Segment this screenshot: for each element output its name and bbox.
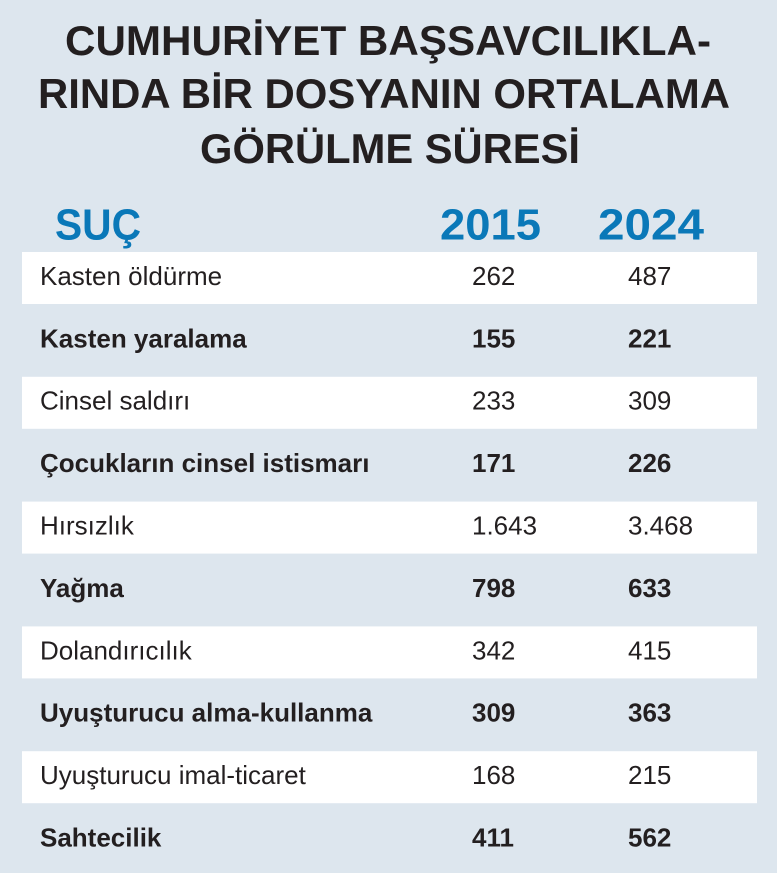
row-value: 415 xyxy=(628,635,671,665)
row-label: Yağma xyxy=(40,573,124,603)
row-label: Cinsel saldırı xyxy=(40,386,190,416)
row-value: 342 xyxy=(472,635,515,665)
row-value: 233 xyxy=(472,386,515,416)
row-value: 363 xyxy=(628,698,671,728)
row-band xyxy=(22,751,757,804)
row-label: Çocukların cinsel istismarı xyxy=(40,448,369,478)
column-header: SUÇ xyxy=(55,201,141,250)
row-label: Dolandırıcılık xyxy=(40,635,193,665)
row-value: 309 xyxy=(628,386,671,416)
row-label: Kasten öldürme xyxy=(40,261,222,291)
column-header: 2024 xyxy=(598,201,705,250)
row-value: 168 xyxy=(472,760,515,790)
row-value: 487 xyxy=(628,261,671,291)
row-band xyxy=(22,376,757,429)
row-label: Hırsızlık xyxy=(40,510,135,540)
row-band xyxy=(22,252,757,304)
row-label: Uyuşturucu alma-kullanma xyxy=(40,698,373,728)
row-value: 562 xyxy=(628,822,671,852)
title-line: CUMHURİYET BAŞSAVCILIKLA- xyxy=(65,17,711,64)
title-line: GÖRÜLME SÜRESİ xyxy=(200,125,580,172)
row-band xyxy=(22,626,757,679)
row-value: 215 xyxy=(628,760,671,790)
row-value: 3.468 xyxy=(628,510,693,540)
row-label: Uyuşturucu imal-ticaret xyxy=(40,760,307,790)
row-value: 309 xyxy=(472,698,515,728)
title-line: RINDA BİR DOSYANIN ORTALAMA xyxy=(38,70,730,117)
row-value: 633 xyxy=(628,573,671,603)
row-value: 262 xyxy=(472,261,515,291)
row-value: 221 xyxy=(628,323,671,353)
row-value: 1.643 xyxy=(472,510,537,540)
row-value: 411 xyxy=(472,822,514,852)
column-header: 2015 xyxy=(440,201,541,250)
row-value: 171 xyxy=(472,448,515,478)
row-value: 798 xyxy=(472,573,515,603)
row-label: Sahtecilik xyxy=(40,822,162,852)
row-label: Kasten yaralama xyxy=(40,323,247,353)
row-band xyxy=(22,501,757,554)
row-value: 226 xyxy=(628,448,671,478)
row-value: 155 xyxy=(472,323,515,353)
